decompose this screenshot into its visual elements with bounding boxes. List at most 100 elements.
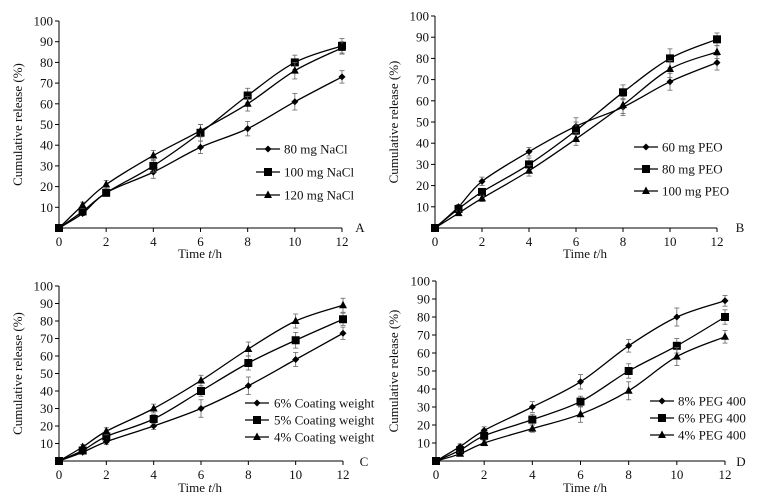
legend-entry: 4% PEG 400 xyxy=(650,428,746,443)
y-tick-label: 20 xyxy=(40,419,53,434)
x-tick-label: 8 xyxy=(625,467,632,482)
data-point-diamond xyxy=(625,342,633,350)
y-tick-label: 50 xyxy=(417,364,430,379)
legend-marker-diamond xyxy=(253,399,261,407)
data-point-triangle xyxy=(149,151,158,159)
data-point-square xyxy=(525,160,533,169)
y-tick-label: 20 xyxy=(416,178,429,193)
x-tick-label: 2 xyxy=(479,234,486,249)
legend-label: 80 mg PEO xyxy=(662,162,723,177)
data-point-triangle xyxy=(244,344,253,352)
legend-entry: 6% Coating weight xyxy=(245,396,375,411)
x-tick-label: 4 xyxy=(526,234,533,249)
legend-label: 60 mg PEO xyxy=(662,140,723,155)
data-point-diamond xyxy=(291,98,299,106)
panel-label: B xyxy=(736,220,745,235)
x-axis-label-unit: /h xyxy=(597,246,608,261)
x-tick-label: 4 xyxy=(150,234,157,249)
data-point-diamond xyxy=(528,403,536,411)
legend-marker-diamond xyxy=(642,143,650,151)
legend-marker-square xyxy=(264,168,272,176)
data-point-square xyxy=(713,35,721,44)
data-point-square xyxy=(149,161,158,170)
legend-entry: 120 mg NaCl xyxy=(256,188,354,203)
series-square xyxy=(432,309,729,465)
y-tick-label: 100 xyxy=(34,279,54,294)
legend-marker-triangle xyxy=(253,432,261,440)
data-point-triangle xyxy=(290,66,299,74)
legend-marker-triangle xyxy=(264,190,272,198)
y-tick-label: 60 xyxy=(40,349,53,364)
y-tick-label: 30 xyxy=(40,401,53,416)
legend-entry: 4% Coating weight xyxy=(245,430,375,445)
x-axis-label-unit: /h xyxy=(597,480,608,495)
y-tick-label: 90 xyxy=(40,34,53,49)
x-tick-label: 0 xyxy=(433,467,440,482)
legend-entry: 100 mg NaCl xyxy=(256,165,354,180)
data-point-diamond xyxy=(338,73,346,81)
data-point-triangle xyxy=(149,404,158,412)
data-point-triangle xyxy=(672,352,681,360)
data-point-triangle xyxy=(196,126,205,134)
y-tick-label: 20 xyxy=(40,179,53,194)
data-point-diamond xyxy=(197,405,205,412)
data-point-square xyxy=(672,341,681,350)
x-tick-label: 4 xyxy=(529,467,536,482)
y-tick-label: 50 xyxy=(416,115,429,130)
data-point-square xyxy=(102,432,111,441)
x-tick-label: 6 xyxy=(577,467,584,482)
legend-label: 120 mg NaCl xyxy=(284,188,354,203)
x-tick-label: 8 xyxy=(245,467,252,482)
y-tick-label: 10 xyxy=(40,200,53,215)
x-tick-label: 6 xyxy=(573,234,580,249)
y-tick-label: 30 xyxy=(417,400,430,415)
chart-panel-d: 10 20 30 40 50 60 70 80 90 100 0 2 4 6 8 10 12 Cumulative… xyxy=(386,274,746,496)
data-point-triangle xyxy=(78,442,87,450)
legend-entry: 60 mg PEO xyxy=(634,140,723,155)
data-point-triangle xyxy=(432,456,440,464)
y-axis-label: Cumulative release (%) xyxy=(386,310,401,433)
legend-label: 4% PEG 400 xyxy=(678,428,746,443)
data-point-triangle xyxy=(713,47,721,56)
data-point-square xyxy=(721,313,729,321)
x-axis-label-unit: /h xyxy=(212,480,223,495)
data-point-triangle xyxy=(528,424,537,432)
y-tick-label: 70 xyxy=(416,72,429,87)
data-point-triangle xyxy=(291,316,300,324)
legend-entry: 6% PEG 400 xyxy=(650,411,746,426)
x-tick-label: 0 xyxy=(56,467,63,482)
y-tick-label: 100 xyxy=(410,9,430,24)
series-triangle xyxy=(55,41,346,231)
y-tick-label: 50 xyxy=(40,117,53,132)
series-line xyxy=(58,47,343,229)
legend-label: 100 mg PEO xyxy=(662,184,729,199)
data-point-triangle xyxy=(197,376,205,384)
y-tick-label: 40 xyxy=(417,382,430,397)
data-point-triangle xyxy=(572,134,580,142)
y-axis-label: Cumulative release (%) xyxy=(10,312,25,435)
y-tick-label: 70 xyxy=(40,331,53,346)
y-tick-label: 30 xyxy=(416,157,429,172)
y-axis-label: Cumulative release (%) xyxy=(10,63,25,186)
x-tick-label: 2 xyxy=(103,234,110,249)
x-axis-label-main: Time xyxy=(563,246,593,261)
x-tick-label: 10 xyxy=(288,234,301,249)
y-tick-label: 60 xyxy=(417,346,430,361)
data-point-diamond xyxy=(150,422,158,430)
panel-label: D xyxy=(736,454,745,469)
series-triangle xyxy=(431,45,721,231)
x-axis-label-variable: t xyxy=(593,246,597,261)
chart-panel-c: 10 20 30 40 50 60 70 80 90 100 0 2 4 6 8 10 12 Cumulative… xyxy=(10,279,375,496)
data-point-diamond xyxy=(244,125,252,133)
data-point-triangle xyxy=(666,64,674,72)
data-point-triangle xyxy=(55,456,63,464)
data-point-square xyxy=(480,431,489,440)
data-point-square xyxy=(339,315,347,324)
legend-marker-square xyxy=(253,416,261,424)
legend-entry: 5% Coating weight xyxy=(245,413,375,428)
y-tick-label: 100 xyxy=(34,14,54,29)
data-point-square xyxy=(197,387,205,395)
chart-panel-b: 10 20 30 40 50 60 70 80 90 100 0 2 4 6 8 10 12 Cumulative… xyxy=(386,9,745,262)
legend-entry: 80 mg NaCl xyxy=(256,142,348,157)
y-tick-label: 60 xyxy=(40,96,53,111)
